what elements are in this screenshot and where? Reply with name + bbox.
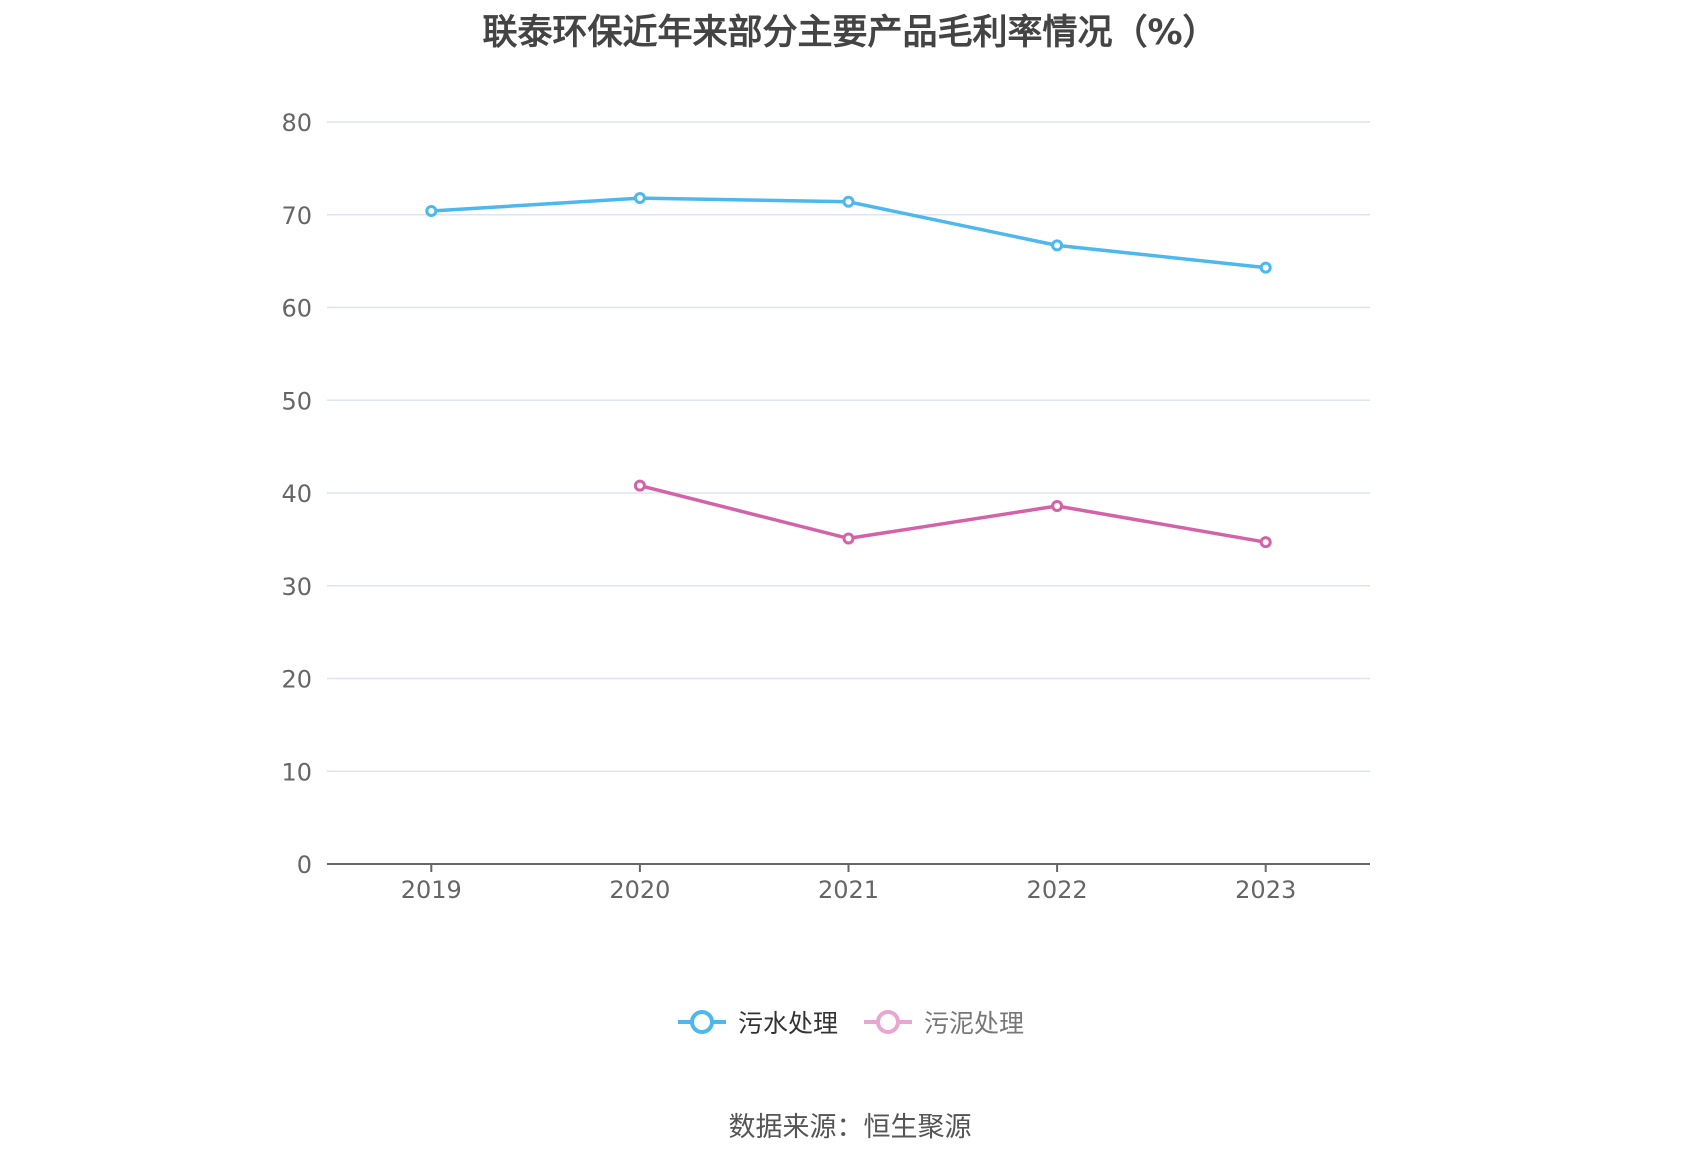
y-tick-label: 80 [281,109,312,137]
x-tick-label: 2019 [401,876,462,904]
data-point [842,195,855,208]
data-point [425,205,438,218]
series-1 [425,192,1272,274]
legend-marker-icon [864,1010,912,1034]
y-tick-label: 0 [297,851,312,879]
data-point [1051,499,1064,512]
series-line [431,196,1266,270]
axes: 0 10 20 30 40 50 60 70 80 2019 2020 2021 2022 2023 [281,109,1370,904]
series-layer [425,192,1272,549]
legend-marker-icon [677,1010,726,1034]
legend-item[interactable]: 污泥处理 [862,1004,1024,1040]
series-2 [633,479,1272,549]
data-source-note: 数据来源：恒生聚源 [728,1112,972,1143]
x-tick-label: 2023 [1235,876,1296,904]
data-point [842,532,855,545]
y-tick-label: 50 [281,387,312,415]
y-tick-label: 10 [281,758,312,786]
data-point [1259,536,1272,549]
y-tick-label: 40 [281,480,312,508]
y-tick-label: 60 [281,295,312,323]
x-tick-label: 2022 [1027,876,1088,904]
chart-title: 联泰环保近年来部分主要产品毛利率情况（%） [482,13,1218,53]
legend-label: 污水处理 [737,1009,838,1038]
x-tick-label: 2020 [609,876,670,904]
legend-label: 污泥处理 [924,1009,1025,1038]
data-point [633,192,646,205]
data-point [1051,239,1064,252]
y-tick-label: 30 [281,573,312,601]
data-point [1259,261,1272,274]
legend-item[interactable]: 污水处理 [676,1004,838,1040]
x-tick-label: 2021 [818,876,879,904]
series-line [639,483,1266,544]
data-point [633,479,646,492]
y-tick-label: 20 [281,666,312,694]
legend: 污水处理 污泥处理 [0,1004,1700,1040]
grid-lines [327,121,1370,772]
y-tick-label: 70 [281,202,312,230]
